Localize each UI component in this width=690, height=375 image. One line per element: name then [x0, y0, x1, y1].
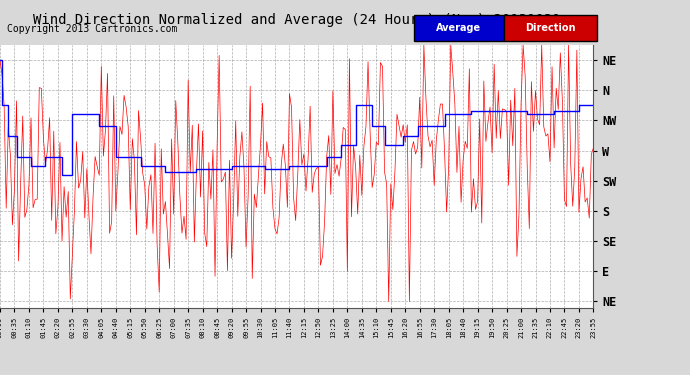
Text: Copyright 2013 Cartronics.com: Copyright 2013 Cartronics.com — [7, 24, 177, 34]
Text: Average: Average — [436, 23, 482, 33]
Text: Direction: Direction — [525, 23, 575, 33]
Text: Wind Direction Normalized and Average (24 Hours) (New) 20131031: Wind Direction Normalized and Average (2… — [33, 13, 560, 27]
